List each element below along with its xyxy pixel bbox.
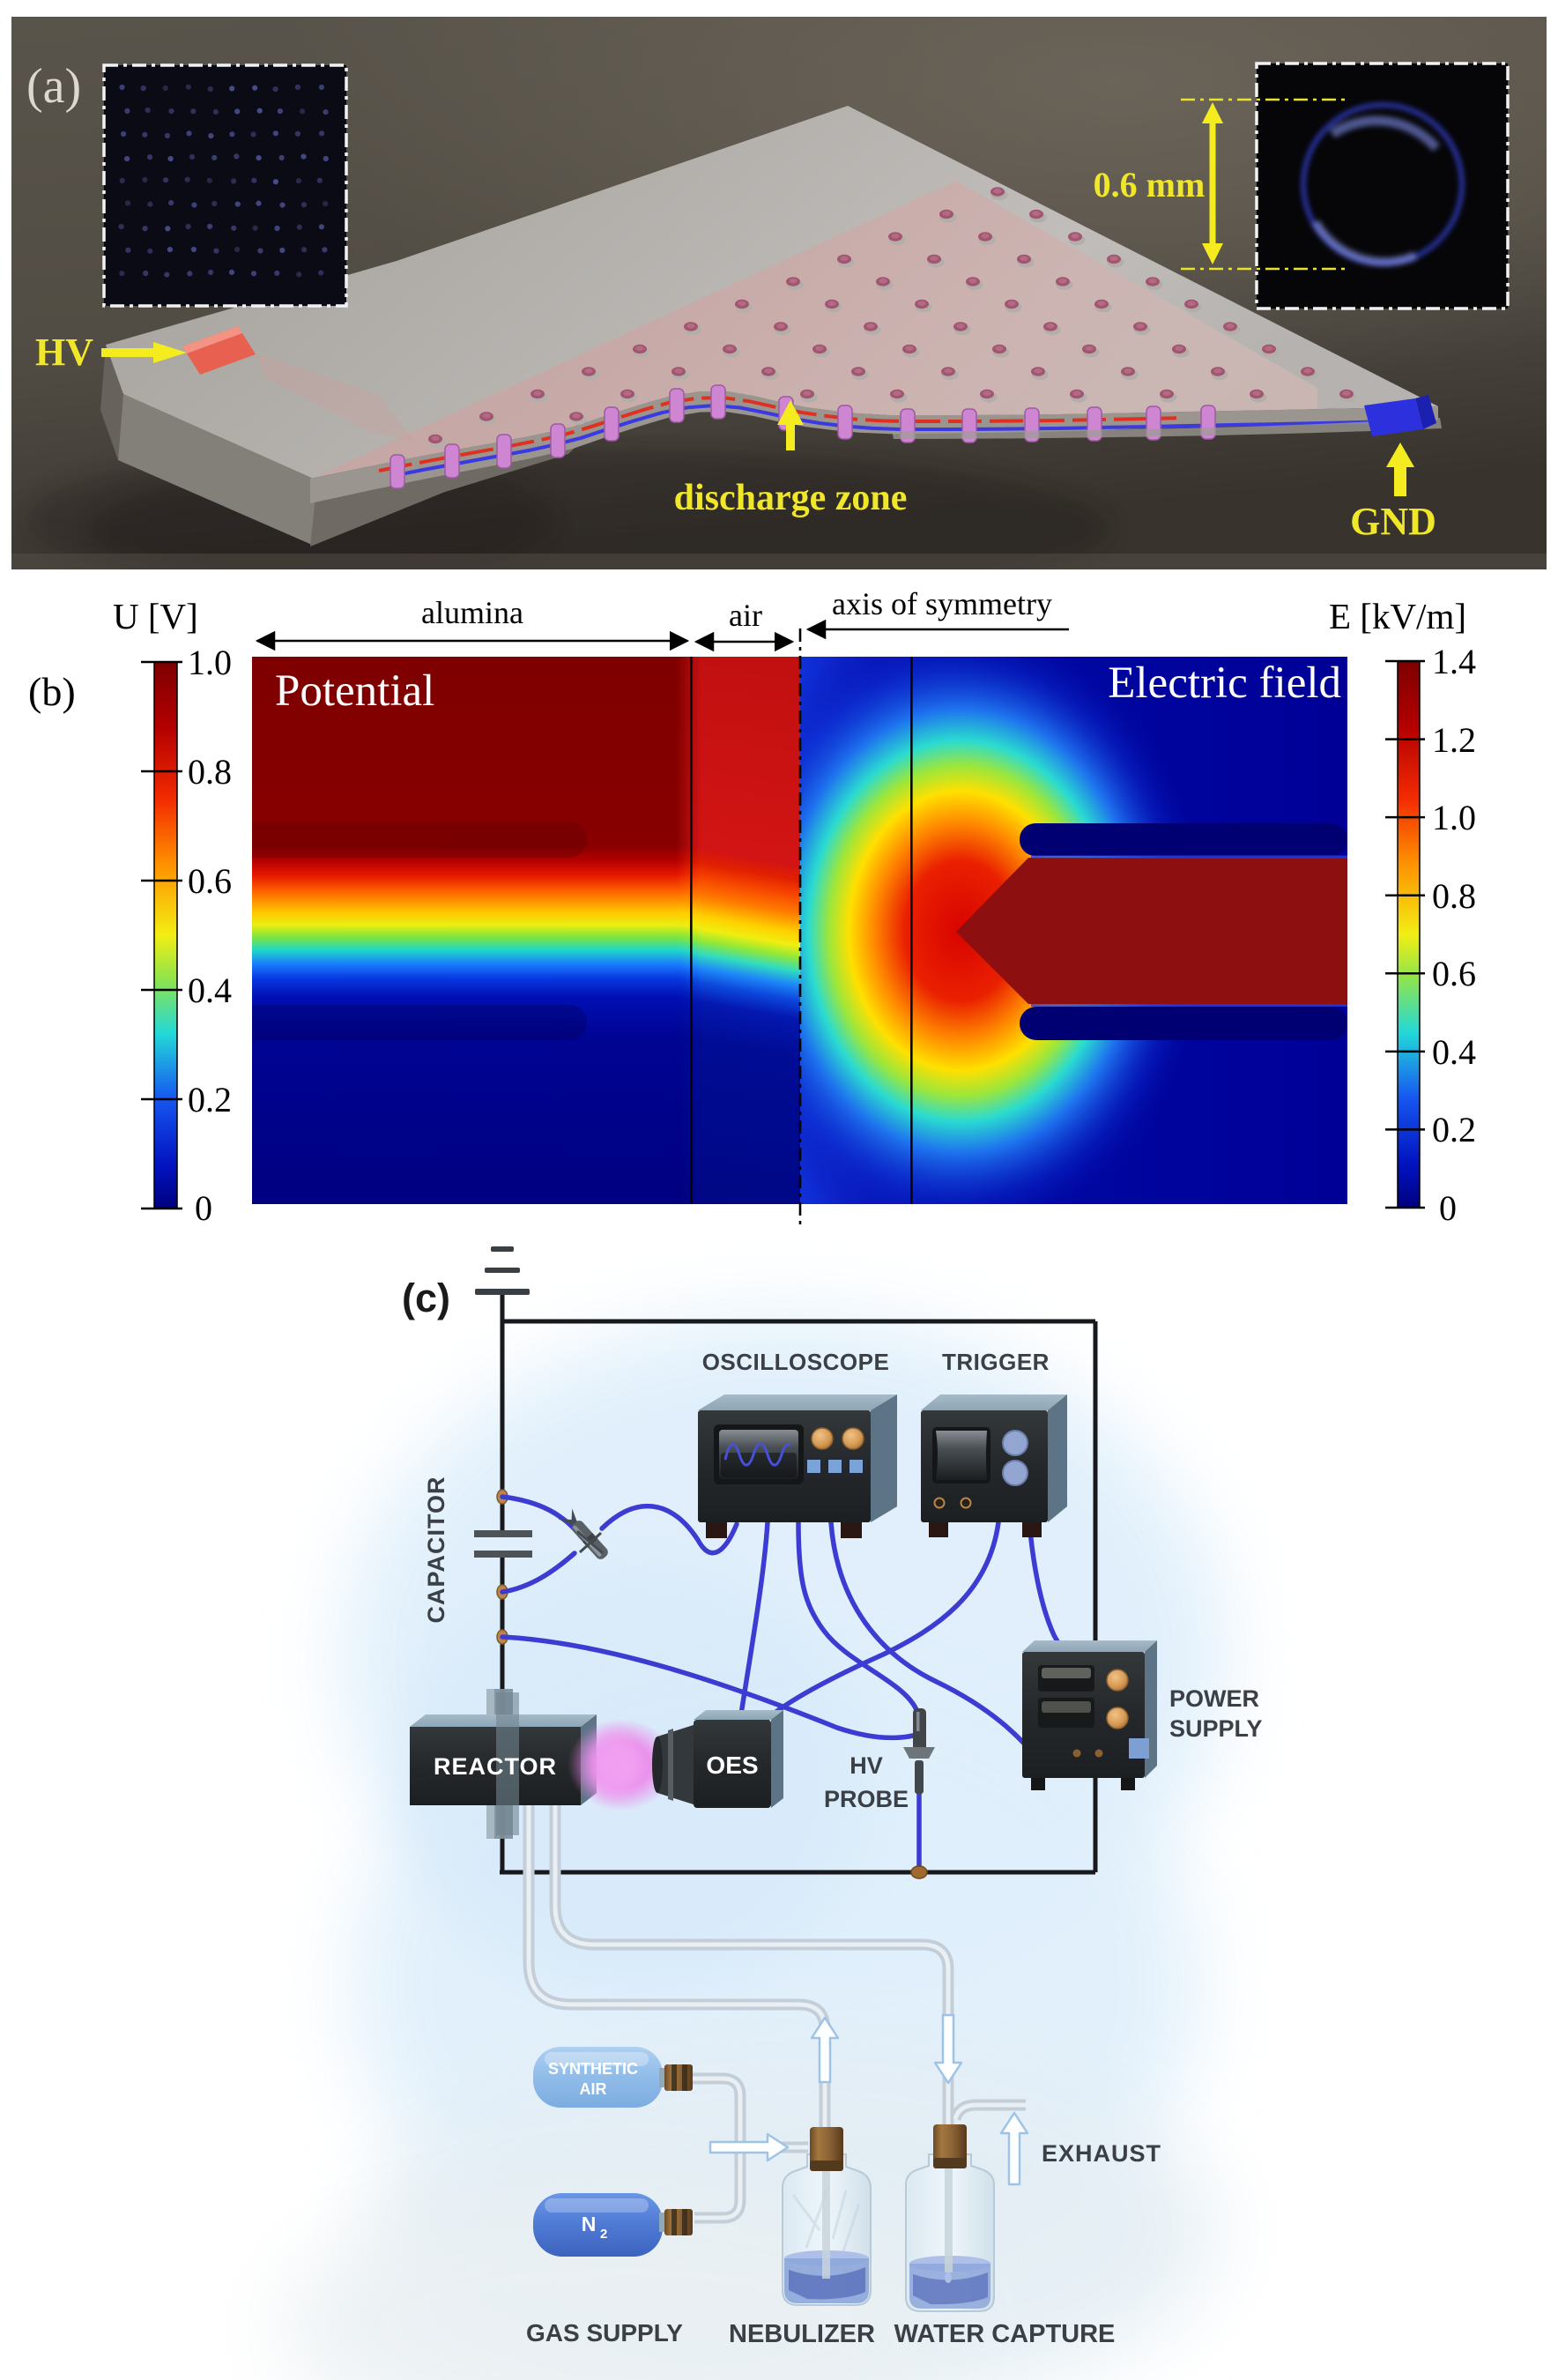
svg-text:0.6 mm: 0.6 mm (1094, 165, 1206, 205)
svg-text:REACTOR: REACTOR (434, 1753, 557, 1780)
svg-text:(a): (a) (26, 59, 81, 114)
svg-text:GND: GND (1350, 500, 1436, 543)
svg-text:SYNTHETIC: SYNTHETIC (548, 2060, 638, 2078)
svg-text:WATER CAPTURE: WATER CAPTURE (894, 2320, 1116, 2348)
svg-text:1.4: 1.4 (1432, 642, 1476, 681)
svg-text:EXHAUST: EXHAUST (1042, 2140, 1161, 2167)
svg-text:discharge zone: discharge zone (674, 478, 908, 518)
svg-text:NEBULIZER: NEBULIZER (729, 2320, 875, 2348)
svg-text:0: 0 (195, 1188, 212, 1228)
svg-text:1.0: 1.0 (1432, 798, 1476, 837)
svg-text:alumina: alumina (421, 595, 523, 630)
svg-text:HV: HV (35, 331, 93, 374)
svg-text:0.4: 0.4 (188, 971, 232, 1010)
svg-text:HV: HV (849, 1752, 883, 1779)
svg-text:0.6: 0.6 (1432, 954, 1476, 993)
svg-text:1.2: 1.2 (1432, 720, 1476, 760)
svg-text:PROBE: PROBE (824, 1786, 909, 1812)
svg-text:air: air (729, 598, 762, 633)
svg-text:2: 2 (600, 2227, 607, 2242)
svg-text:(b): (b) (28, 669, 76, 714)
svg-text:Electric field: Electric field (1108, 658, 1341, 708)
svg-text:axis of symmetry: axis of symmetry (832, 586, 1052, 621)
svg-text:POWER: POWER (1169, 1685, 1259, 1712)
svg-text:AIR: AIR (580, 2080, 607, 2098)
svg-text:0.8: 0.8 (188, 752, 232, 792)
svg-text:OSCILLOSCOPE: OSCILLOSCOPE (702, 1349, 890, 1375)
svg-text:1.0: 1.0 (188, 643, 232, 682)
svg-text:0.2: 0.2 (188, 1080, 232, 1119)
svg-text:0.6: 0.6 (188, 861, 232, 901)
svg-text:TRIGGER: TRIGGER (942, 1349, 1050, 1375)
svg-text:CAPACITOR: CAPACITOR (423, 1476, 449, 1623)
svg-text:0.8: 0.8 (1432, 876, 1476, 916)
svg-text:GAS SUPPLY: GAS SUPPLY (526, 2319, 683, 2347)
svg-text:OES: OES (706, 1752, 758, 1779)
svg-text:U [V]: U [V] (113, 596, 198, 636)
svg-text:0.4: 0.4 (1432, 1032, 1476, 1072)
svg-text:N: N (582, 2213, 597, 2235)
svg-text:0: 0 (1439, 1188, 1457, 1228)
svg-text:0.2: 0.2 (1432, 1110, 1476, 1149)
svg-text:Potential: Potential (275, 666, 434, 716)
svg-text:(c): (c) (402, 1276, 450, 1320)
svg-text:SUPPLY: SUPPLY (1169, 1715, 1263, 1742)
svg-text:E [kV/m]: E [kV/m] (1329, 596, 1466, 636)
